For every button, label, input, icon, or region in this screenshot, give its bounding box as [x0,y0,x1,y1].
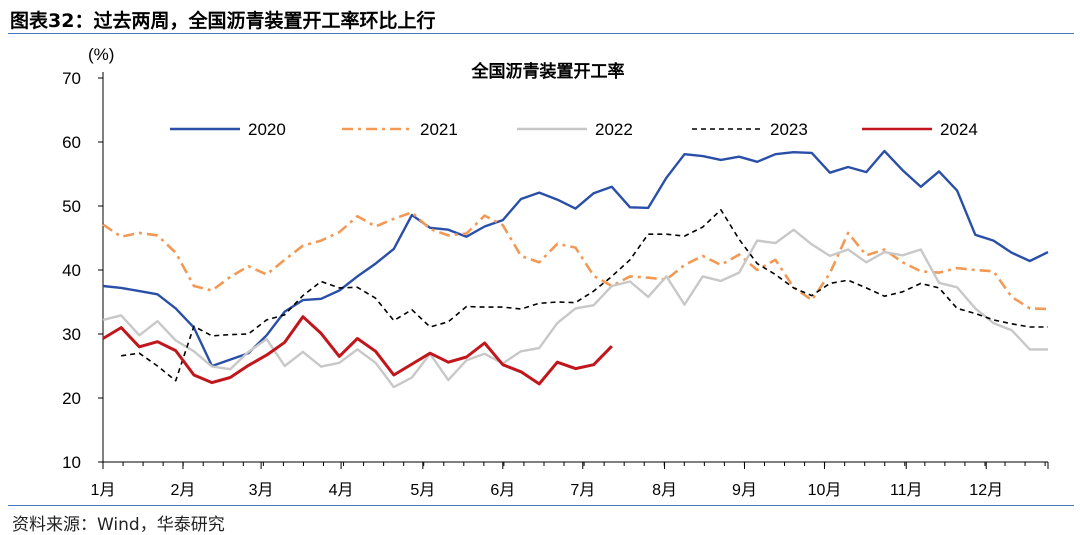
x-tick-label: 4月 [329,482,354,499]
x-tick-label: 3月 [249,482,274,499]
x-tick-label: 9月 [732,482,757,499]
legend-label-2022: 2022 [595,120,633,139]
y-tick-label: 60 [62,133,81,152]
y-tick-label: 20 [62,389,81,408]
legend-label-2023: 2023 [770,120,808,139]
legend-label-2024: 2024 [940,120,978,139]
legend-label-2021: 2021 [420,120,458,139]
series-line-2024 [102,315,613,386]
legend-label-2020: 2020 [248,120,286,139]
y-tick-label: 40 [62,261,81,280]
y-tick-label: 50 [62,197,81,216]
x-tick-label: 8月 [652,482,677,499]
series-line-2023 [121,209,1048,382]
x-tick-label: 10月 [808,482,842,499]
y-axis-unit-label: (%) [88,45,114,64]
series-line-2021 [102,211,1049,311]
x-tick-label: 2月 [171,482,196,499]
x-tick-label: 5月 [410,482,435,499]
x-tick-label: 6月 [490,482,515,499]
footer-divider [8,505,1074,506]
y-tick-label: 30 [62,325,81,344]
x-tick-label: 12月 [969,482,1003,499]
figure-title: 图表32：过去两周，全国沥青装置开工率环比上行 [10,10,436,32]
y-tick-label: 10 [62,453,81,472]
y-tick-label: 70 [62,69,81,88]
series-line-2020 [102,149,1049,368]
source-note: 资料来源：Wind，华泰研究 [12,515,225,535]
x-tick-label: 11月 [890,482,923,499]
axes: 10 20 30 40 50 60 70 1月 2月 3月 4月 5月 6月 7月 8月 9月 10月 11月 12… [62,69,1049,499]
chart-title: 全国沥青装置开工率 [471,61,625,82]
x-tick-label: 1月 [91,482,116,499]
legend: 2020 2021 2022 2023 2024 [170,120,978,139]
title-divider [8,33,1074,34]
series-group [102,149,1049,389]
x-tick-label: 7月 [570,482,595,499]
series-line-2022 [102,228,1048,389]
